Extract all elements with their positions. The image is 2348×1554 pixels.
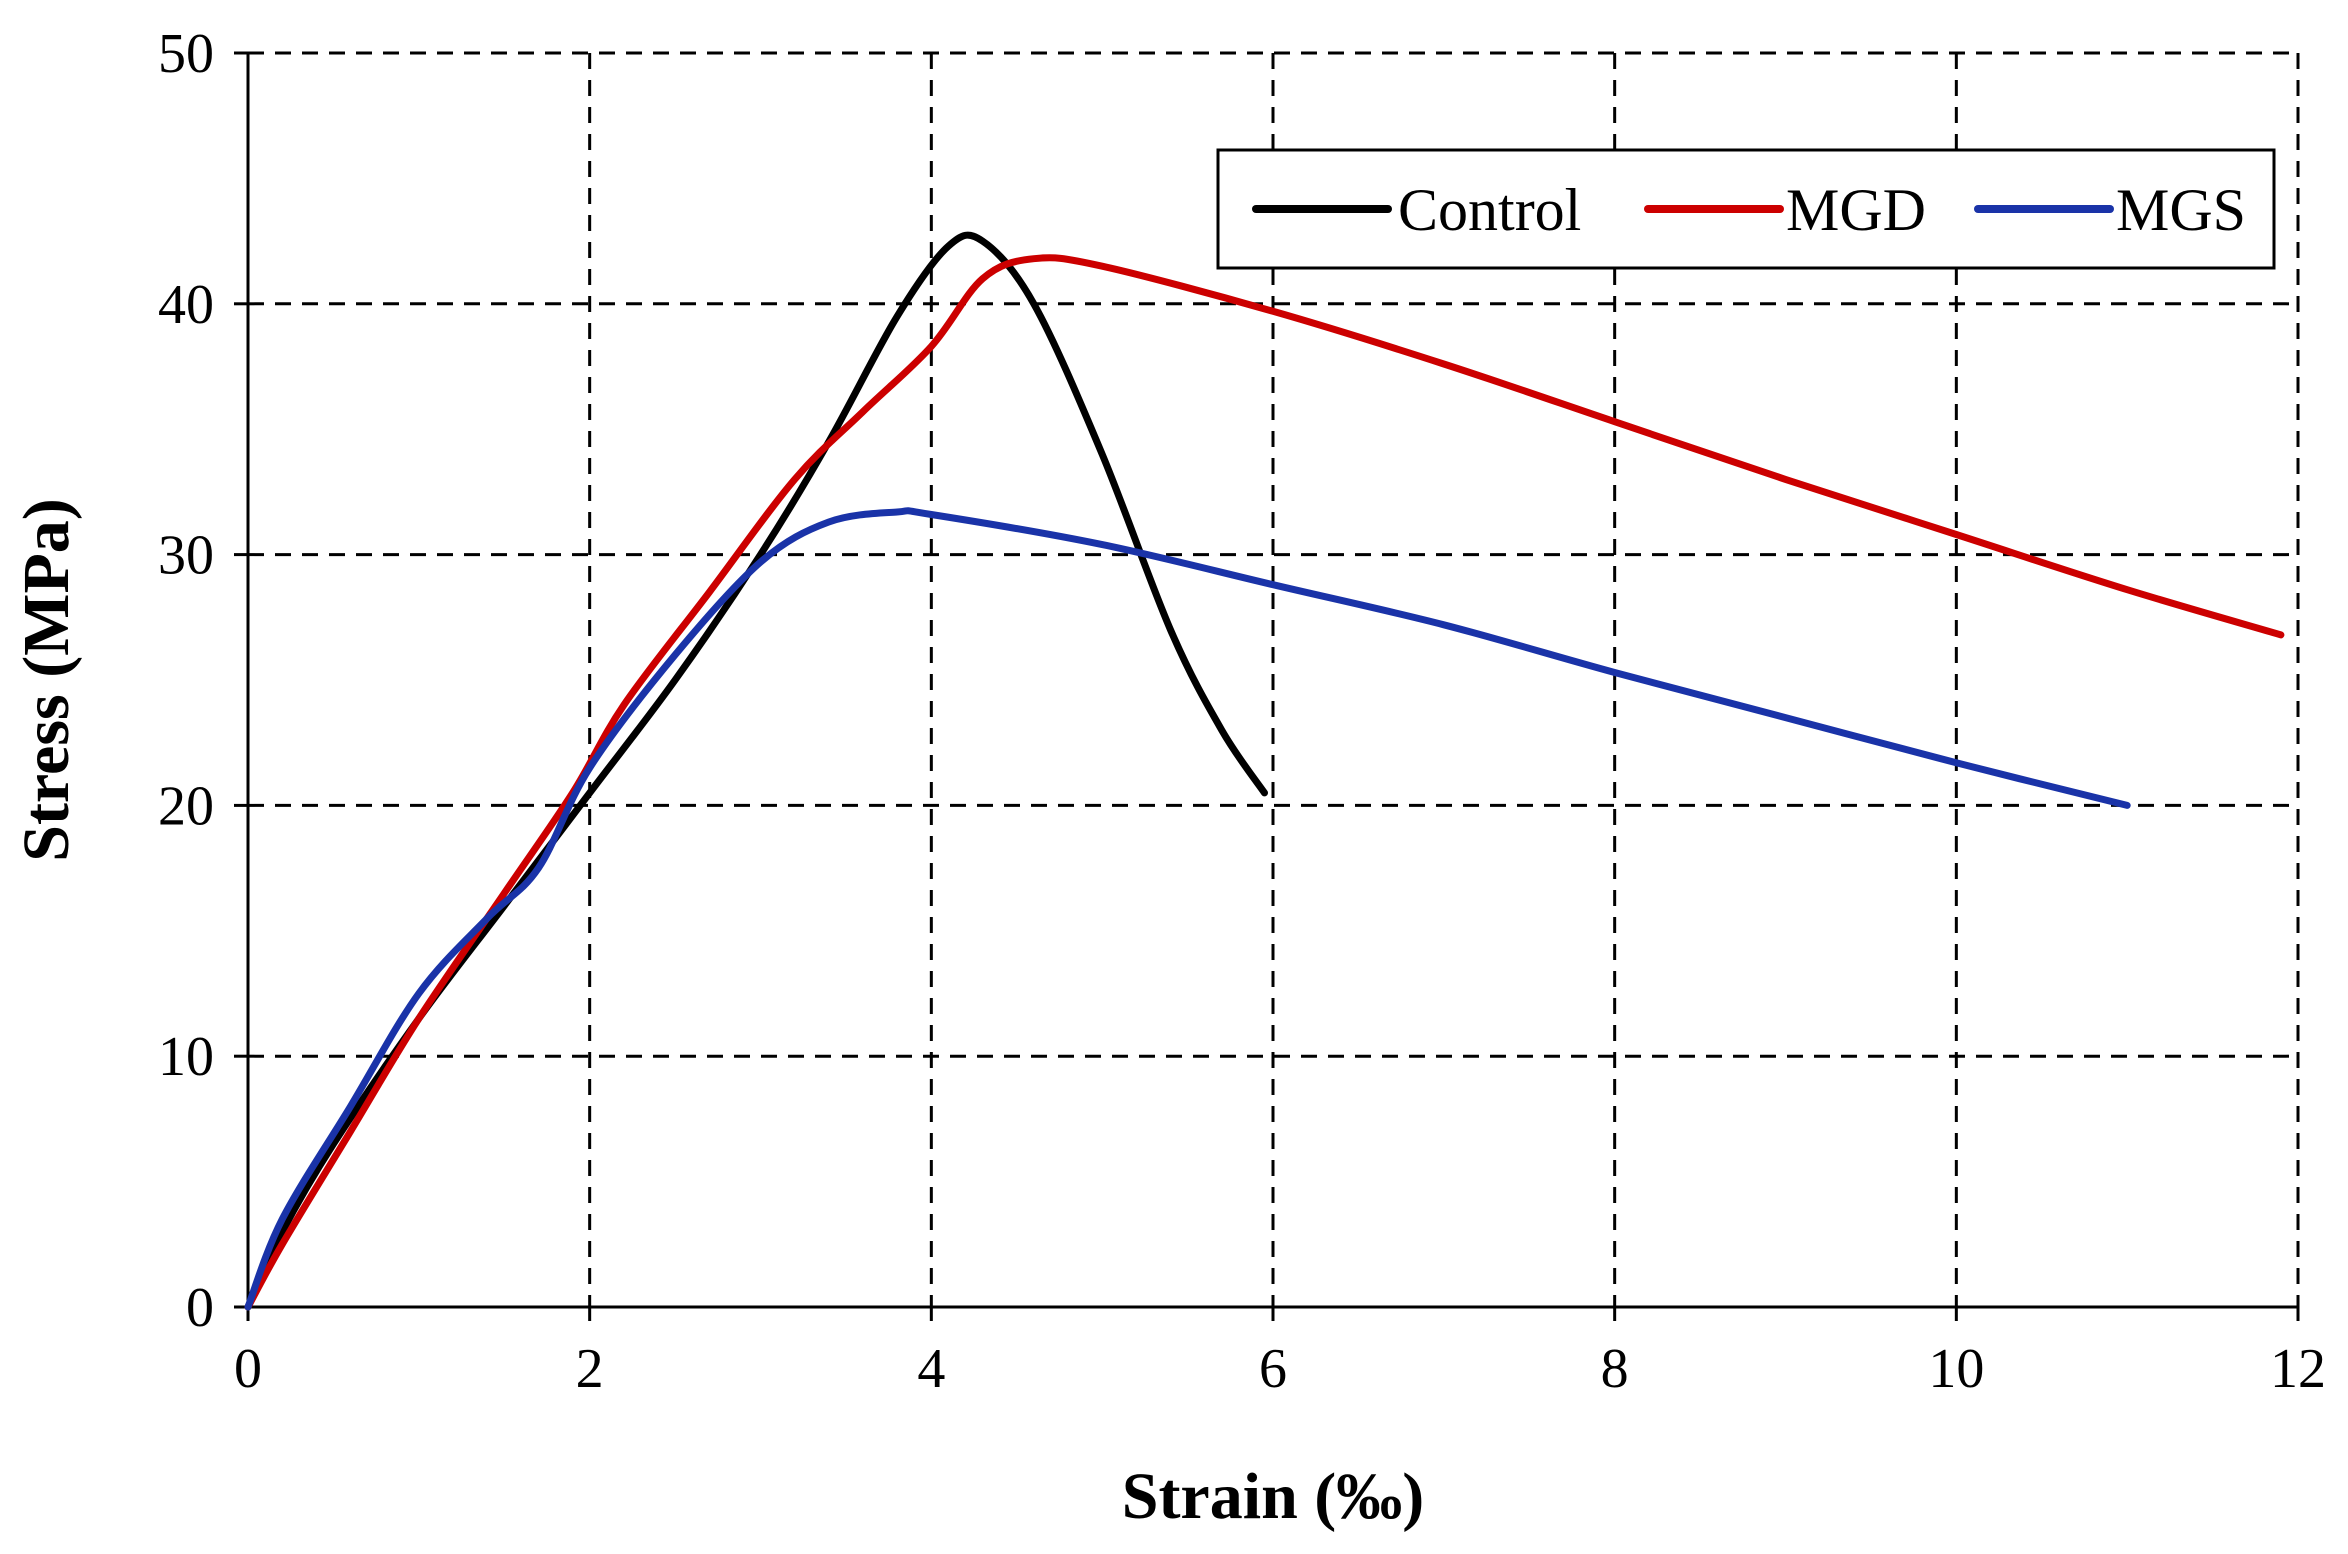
grid-lines (248, 51, 2300, 1307)
x-tick-label-0: 0 (234, 1338, 262, 1400)
y-tick-label-1: 10 (158, 1026, 214, 1088)
x-tick-label-1: 2 (576, 1338, 604, 1400)
legend-label-mgd: MGD (1786, 177, 1926, 243)
x-tick-label-6: 12 (2270, 1338, 2326, 1400)
y-tick-label-3: 30 (158, 525, 214, 587)
x-tick-label-2: 4 (917, 1338, 945, 1400)
x-axis-title: Strain (‰) (1122, 1460, 1424, 1533)
legend-label-control: Control (1398, 177, 1581, 243)
series-line-mgd (244, 254, 2285, 1311)
data-series (244, 231, 2285, 1311)
tick-labels: 0 10 20 30 40 50 0 2 4 6 8 10 12 (158, 23, 2326, 1400)
y-tick-label-4: 40 (158, 274, 214, 336)
y-tick-label-2: 20 (158, 775, 214, 837)
x-tick-label-3: 6 (1259, 1338, 1287, 1400)
series-line-mgs (244, 507, 2131, 1311)
y-axis-title: Stress (MPa) (10, 498, 83, 862)
y-tick-label-5: 50 (158, 23, 214, 85)
x-tick-label-4: 8 (1601, 1338, 1629, 1400)
legend-label-mgs: MGS (2116, 177, 2246, 243)
x-tick-label-5: 10 (1928, 1338, 1984, 1400)
y-tick-label-0: 0 (186, 1277, 214, 1339)
axes (234, 51, 2300, 1321)
legend: Control MGD MGS (1216, 148, 2276, 270)
